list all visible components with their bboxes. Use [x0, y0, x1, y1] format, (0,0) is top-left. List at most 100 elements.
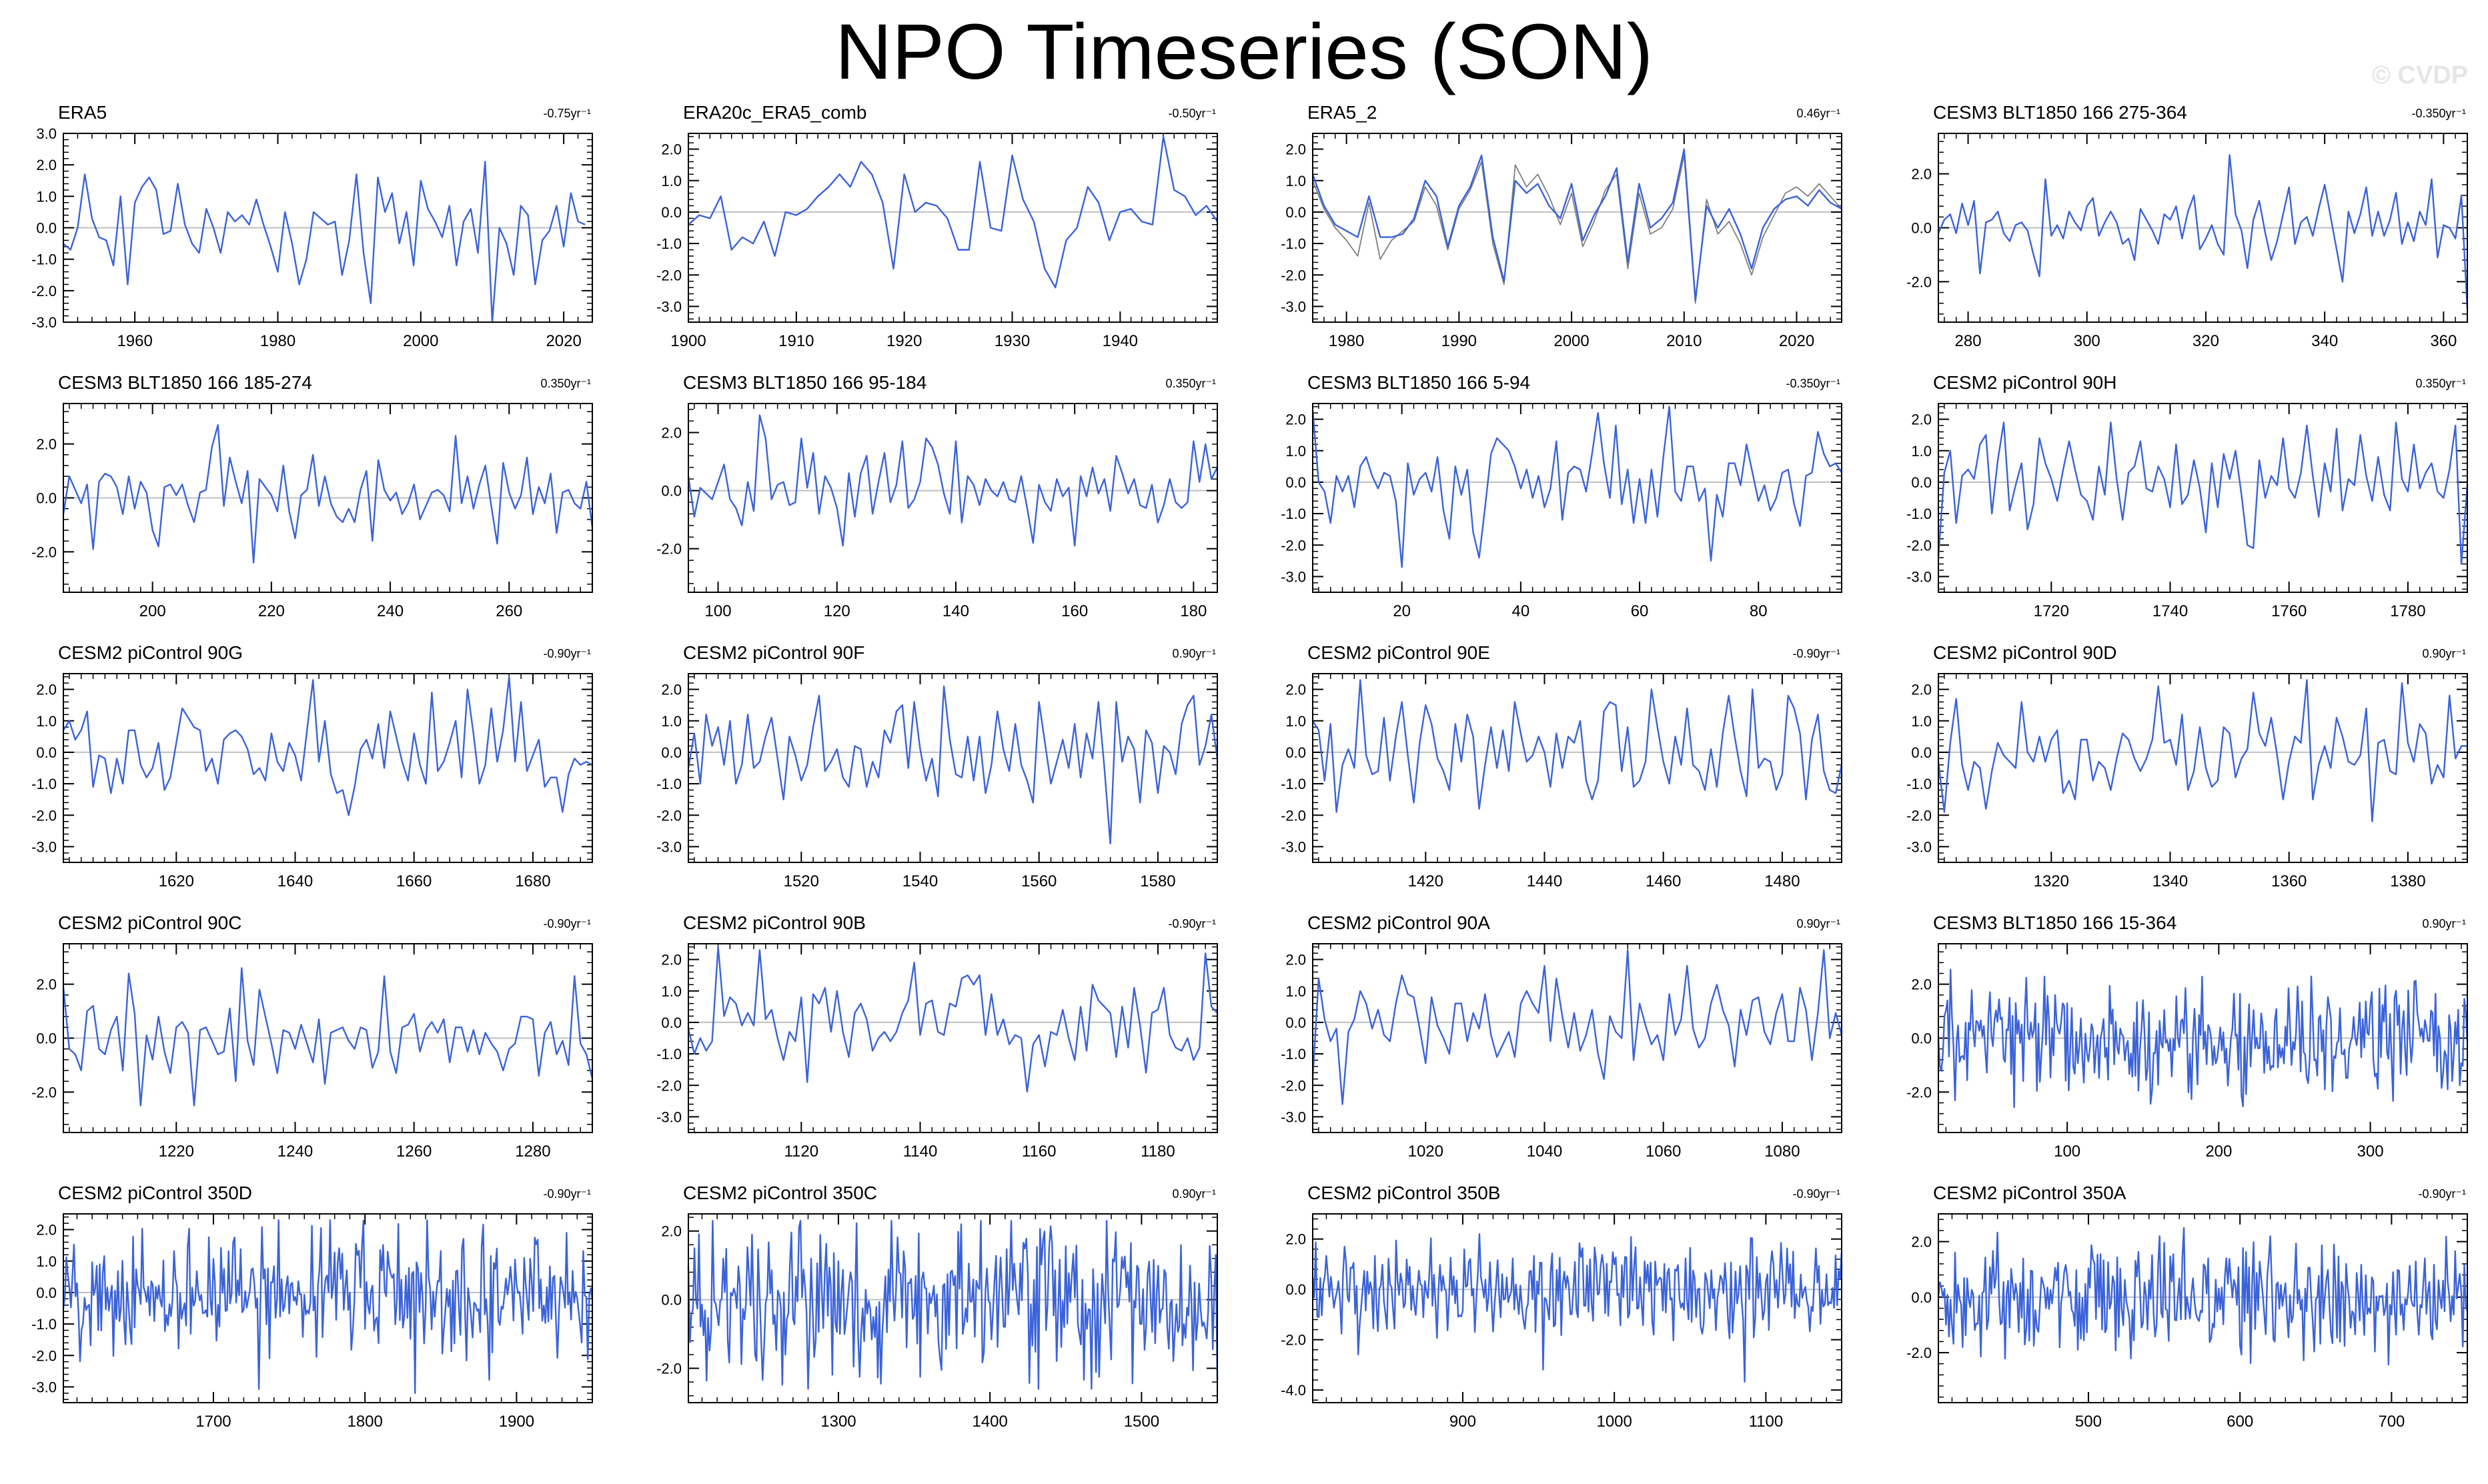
plot-frame [1938, 133, 2468, 323]
plot-frame [1938, 1213, 2468, 1403]
chart-title: CESM2 piControl 90F [683, 642, 864, 663]
plot-frame [63, 943, 593, 1133]
trend-label: -0.90yr⁻¹ [1792, 1187, 1840, 1201]
x-tick-label: 360 [2430, 332, 2457, 350]
trend-label: -0.50yr⁻¹ [1168, 107, 1216, 120]
x-tick-label: 1300 [820, 1413, 856, 1431]
x-tick-label: 40 [1512, 602, 1530, 620]
series-line [687, 1220, 1219, 1390]
x-tick-label: 260 [496, 602, 522, 620]
y-tick-label: 2.0 [1911, 1234, 1932, 1251]
x-tick-label: 1780 [2390, 602, 2425, 620]
x-tick-label: 2020 [1779, 332, 1814, 350]
trend-label: -0.90yr⁻¹ [1792, 647, 1840, 660]
x-tick-label: 60 [1631, 602, 1649, 620]
y-tick-label: -2.0 [1906, 537, 1932, 554]
y-tick-label: -3.0 [1906, 838, 1932, 855]
y-tick-label: 2.0 [36, 436, 57, 453]
y-tick-label: 2.0 [1911, 166, 1932, 183]
series-line [687, 414, 1219, 547]
y-tick-label: -2.0 [31, 1347, 57, 1364]
y-tick-label: -1.0 [1906, 776, 1932, 792]
chart-title: CESM2 piControl 350A [1933, 1183, 2126, 1203]
plot-frame [688, 403, 1218, 593]
series-line [62, 967, 594, 1106]
x-tick-label: 1160 [1022, 1143, 1057, 1161]
y-tick-label: 2.0 [1285, 952, 1306, 968]
chart-panel: CESM2 piControl 350A -0.90yr⁻¹ 2.0 0.0 -2.0 5… [1906, 1183, 2469, 1431]
chart-title: CESM2 piControl 350D [58, 1183, 252, 1203]
series-line [687, 946, 1218, 1092]
y-tick-label: -2.0 [656, 541, 682, 558]
x-tick-label: 1320 [2034, 872, 2069, 890]
y-tick-label: -1.0 [1281, 1046, 1306, 1062]
y-tick-label: 1.0 [1911, 713, 1932, 730]
trend-label: 0.350yr⁻¹ [1165, 377, 1216, 390]
y-tick-label: -2.0 [656, 267, 682, 283]
y-tick-label: 0.0 [1911, 1289, 1932, 1306]
series-line [62, 424, 594, 564]
chart-panel: CESM2 piControl 90C -0.90yr⁻¹ 2.0 0.0 -2.0 12… [31, 912, 594, 1161]
y-tick-label: 0.0 [36, 220, 57, 237]
y-tick-label: 2.0 [1285, 1231, 1306, 1248]
x-tick-label: 1540 [902, 872, 938, 890]
chart-panel: CESM3 BLT1850 166 15-364 0.90yr⁻¹ 2.0 0.0 -2… [1906, 912, 2469, 1161]
chart-panel: CESM2 piControl 90E -0.90yr⁻¹ 2.0 1.0 0.0 -1.… [1281, 642, 1843, 890]
x-tick-label: 200 [139, 602, 166, 620]
trend-label: 0.90yr⁻¹ [1172, 647, 1216, 660]
chart-title: ERA20c_ERA5_comb [683, 102, 866, 123]
y-tick-label: 1.0 [661, 173, 682, 189]
series-line [1311, 148, 1842, 301]
x-tick-label: 1660 [396, 872, 432, 890]
y-tick-label: -1.0 [1281, 776, 1306, 792]
chart-title: CESM2 piControl 90D [1933, 642, 2116, 663]
x-tick-label: 1920 [886, 332, 922, 350]
y-tick-label: -2.0 [656, 1361, 682, 1377]
series-line [687, 685, 1219, 844]
x-tick-label: 100 [2054, 1143, 2080, 1161]
series-line [1937, 968, 2469, 1108]
y-tick-label: 0.0 [36, 490, 57, 507]
x-tick-label: 1400 [972, 1413, 1007, 1431]
chart-panel: CESM3 BLT1850 166 95-184 0.350yr⁻¹ 2.0 0.0 -… [656, 372, 1219, 620]
x-tick-label: 1340 [2152, 872, 2188, 890]
x-tick-label: 1180 [1141, 1143, 1175, 1161]
x-tick-label: 1990 [1441, 332, 1477, 350]
y-tick-label: -3.0 [31, 1379, 57, 1395]
y-tick-label: 0.0 [1911, 1030, 1932, 1047]
y-tick-label: 1.0 [661, 713, 682, 730]
y-tick-label: 2.0 [661, 141, 682, 158]
y-tick-label: 3.0 [36, 125, 57, 142]
plot-frame [1938, 943, 2468, 1133]
y-tick-label: 0.0 [661, 483, 682, 500]
x-tick-label: 1930 [995, 332, 1030, 350]
trend-label: -0.90yr⁻¹ [543, 1187, 591, 1201]
chart-panel: CESM2 piControl 90A 0.90yr⁻¹ 2.0 1.0 0.0 -1.0… [1281, 912, 1843, 1161]
x-tick-label: 1680 [515, 872, 550, 890]
chart-panel: CESM2 piControl 90H 0.350yr⁻¹ 2.0 1.0 0.0 -1.… [1906, 372, 2469, 620]
y-tick-label: 0.0 [661, 204, 682, 221]
trend-label: -0.90yr⁻¹ [543, 917, 591, 930]
trend-label: 0.350yr⁻¹ [2415, 377, 2466, 390]
y-tick-label: 2.0 [1285, 412, 1306, 428]
y-tick-label: 1.0 [36, 713, 57, 730]
chart-panel: CESM2 piControl 350D -0.90yr⁻¹ 2.0 1.0 0.0 -1… [31, 1183, 594, 1431]
x-tick-label: 200 [2205, 1143, 2232, 1161]
y-tick-label: -3.0 [656, 298, 682, 315]
y-tick-label: -1.0 [1906, 506, 1932, 522]
chart-title: CESM3 BLT1850 166 5-94 [1307, 372, 1530, 393]
plot-frame [1938, 673, 2468, 863]
y-tick-label: 1.0 [1285, 983, 1306, 1000]
y-tick-label: -2.0 [1906, 807, 1932, 824]
chart-panel: CESM2 piControl 350C 0.90yr⁻¹ 2.0 0.0 -2.0 13… [656, 1183, 1219, 1431]
x-tick-label: 500 [2075, 1413, 2102, 1431]
cvdp-watermark: © CVDP [2371, 61, 2468, 89]
y-tick-label: -3.0 [1281, 838, 1306, 855]
trend-label: 0.90yr⁻¹ [2422, 917, 2466, 930]
plot-frame [63, 673, 593, 863]
chart-panel: CESM2 piControl 350B -0.90yr⁻¹ 2.0 0.0 -2.0 -… [1281, 1183, 1843, 1431]
series-line [1311, 679, 1843, 813]
x-tick-label: 1220 [159, 1143, 194, 1161]
y-tick-label: -1.0 [31, 1316, 57, 1333]
